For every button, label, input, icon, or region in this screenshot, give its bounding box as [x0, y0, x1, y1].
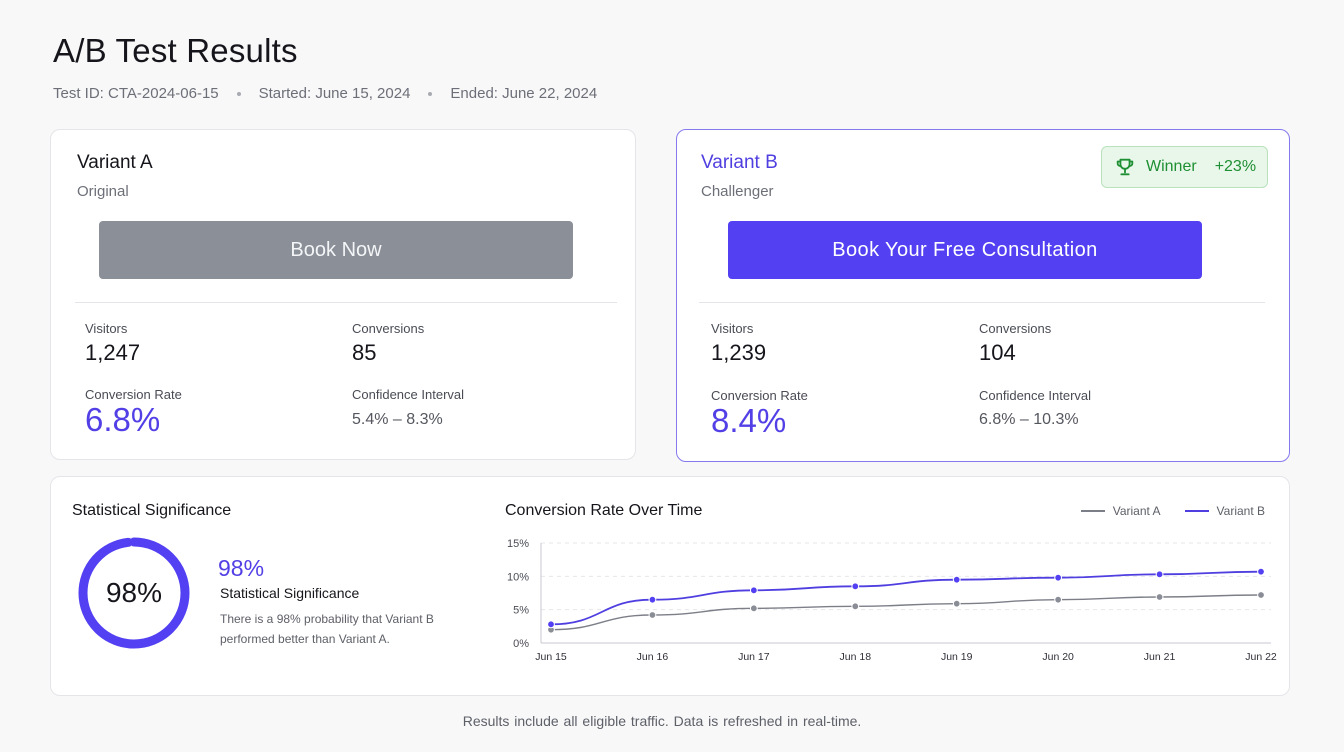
conversion-rate-label: Conversion Rate [85, 387, 182, 402]
series-line-variant-a [550, 594, 1262, 631]
data-point-variant-a [1257, 591, 1265, 599]
series-line-variant-b [550, 570, 1262, 626]
legend-label: Variant B [1216, 504, 1265, 518]
chart-legend: Variant A Variant B [1057, 504, 1265, 518]
data-point-variant-b [1257, 567, 1265, 576]
significance-ring [78, 537, 190, 649]
significance-subtitle: Statistical Significance [220, 585, 360, 601]
confidence-interval-label: Confidence Interval [352, 387, 465, 402]
winner-lift: +23% [1214, 158, 1257, 175]
significance-description: There is a 98% probability that Variant … [220, 612, 434, 646]
conversions-value: 104 [979, 340, 1016, 365]
data-point-variant-a [648, 611, 657, 619]
test-meta: Test ID: CTA-2024-06-15 Started: June 15… [53, 85, 597, 102]
conversions-label: Conversions [979, 321, 1052, 336]
conversion-rate-value: 8.4% [711, 402, 787, 439]
legend-label: Variant A [1112, 504, 1161, 518]
x-tick-label: Jun 21 [1144, 651, 1176, 663]
confidence-interval-label: Confidence Interval [979, 388, 1092, 403]
visitors-label: Visitors [711, 321, 754, 336]
data-point-variant-a [851, 602, 860, 611]
data-point-variant-b [851, 582, 860, 591]
data-point-variant-a [1054, 595, 1063, 604]
legend-swatch [1080, 510, 1105, 512]
x-tick-label: Jun 16 [637, 651, 669, 663]
data-point-variant-b [952, 575, 961, 584]
test-id: Test ID: CTA-2024-06-15 [53, 85, 219, 102]
data-point-variant-b [547, 620, 555, 629]
results-panel: Statistical Significance 98% 98% Statist… [50, 476, 1290, 696]
variant-b-title: Variant B [701, 152, 778, 173]
divider [75, 302, 617, 303]
data-point-variant-b [1155, 570, 1164, 579]
x-tick-label: Jun 18 [840, 651, 872, 663]
x-tick-label: Jun 15 [535, 651, 567, 663]
conversions-label: Conversions [352, 321, 425, 336]
winner-badge: Winner +23% [1101, 146, 1268, 188]
conversion-rate-chart: 0% 5% 10% 15% Jun 15 Jun 16 Jun 17 Jun 18 Jun 19… [507, 538, 1277, 663]
chart-title: Conversion Rate Over Time [505, 502, 703, 519]
variant-a-subtitle: Original [77, 183, 129, 200]
significance-value: 98% [218, 555, 265, 581]
winner-label: Winner [1146, 158, 1197, 175]
conversion-rate-value: 6.8% [85, 401, 161, 438]
legend-item-variant-a: Variant A [1080, 504, 1161, 518]
variant-b-cta-button[interactable]: Book Your Free Consultation [728, 221, 1202, 279]
legend-swatch [1184, 510, 1209, 512]
x-tick-label: Jun 20 [1042, 651, 1074, 663]
x-tick-label: Jun 19 [941, 651, 973, 663]
conversions-value: 85 [352, 340, 377, 365]
y-tick-label: 0% [513, 638, 529, 650]
divider [699, 302, 1265, 303]
data-point-variant-a [1155, 593, 1164, 601]
data-point-variant-b [749, 586, 758, 595]
data-point-variant-a [749, 604, 758, 613]
variant-b-subtitle: Challenger [701, 183, 774, 200]
x-tick-label: Jun 17 [738, 651, 770, 663]
test-start-date: Started: June 15, 2024 [258, 85, 411, 102]
visitors-value: 1,247 [85, 340, 141, 365]
x-tick-label: Jun 22 [1245, 651, 1277, 663]
separator-dot [428, 91, 433, 96]
variant-a-card: Variant A Original Book Now Visitors 1,2… [50, 129, 636, 460]
visitors-label: Visitors [85, 321, 128, 336]
variant-b-card: Variant B Challenger Winner +23% Book Yo… [676, 129, 1290, 462]
trophy-icon [1116, 158, 1134, 176]
separator-dot [236, 91, 241, 96]
visitors-value: 1,239 [711, 340, 767, 365]
variant-a-title: Variant A [77, 152, 153, 173]
data-point-variant-b [1054, 573, 1063, 582]
confidence-interval-value: 6.8% – 10.3% [979, 411, 1079, 428]
significance-title: Statistical Significance [72, 502, 232, 519]
y-tick-label: 15% [507, 538, 529, 550]
significance-ring-label: 98% [105, 577, 163, 608]
y-tick-label: 10% [507, 571, 529, 583]
conversion-rate-label: Conversion Rate [711, 388, 808, 403]
legend-item-variant-b: Variant B [1184, 504, 1265, 518]
confidence-interval-value: 5.4% – 8.3% [352, 411, 443, 428]
y-tick-label: 5% [513, 605, 529, 617]
variant-a-cta-button[interactable]: Book Now [99, 221, 573, 279]
page-title: A/B Test Results [53, 32, 298, 69]
footer-note: Results include all eligible traffic. Da… [462, 713, 862, 729]
data-point-variant-a [952, 599, 961, 608]
test-end-date: Ended: June 22, 2024 [450, 85, 598, 102]
data-point-variant-b [648, 595, 657, 604]
